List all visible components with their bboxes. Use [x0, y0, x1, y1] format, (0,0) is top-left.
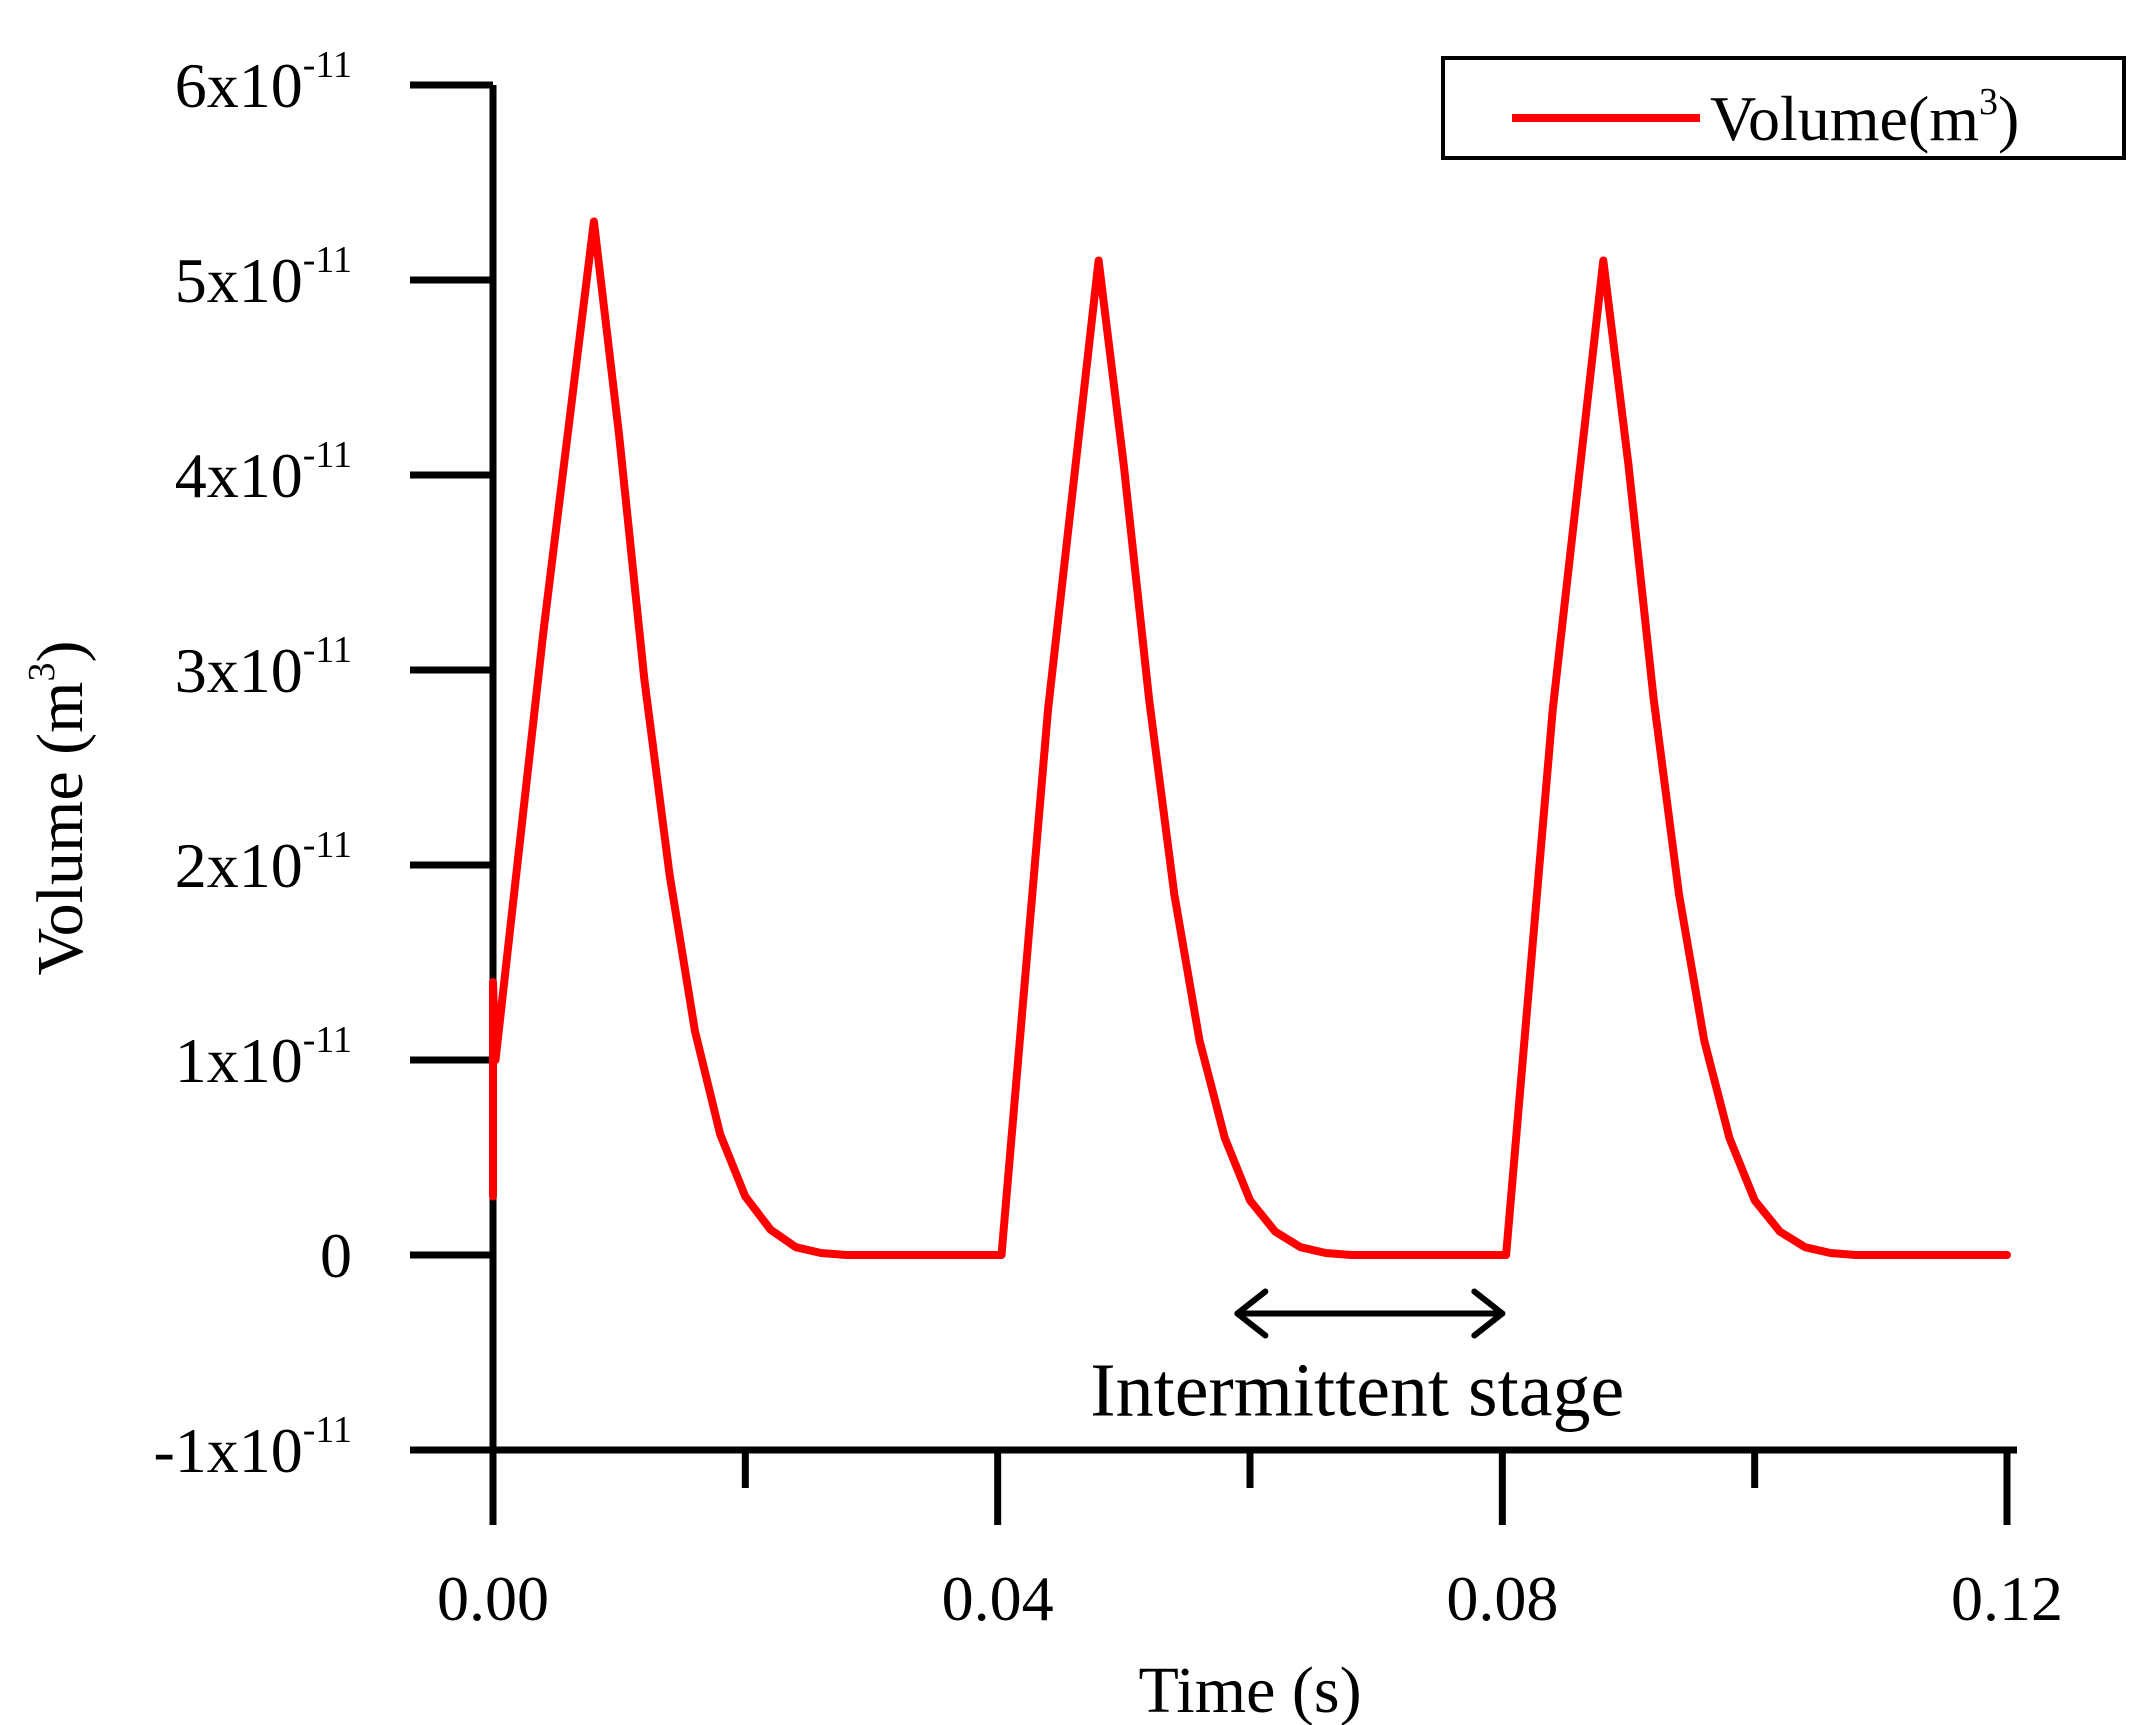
x-tick-label-0: 0.00 [437, 1563, 549, 1634]
y-tick-label-6: 5x10-11 [175, 239, 352, 316]
y-tick-label-2: 1x10-11 [175, 1019, 352, 1096]
legend-label-sup: 3 [1979, 81, 1998, 123]
arrow-head-right [1471, 1288, 1506, 1339]
y-tick-label-base-1: 0 [320, 1220, 352, 1291]
x-tick-label-3: 0.12 [1951, 1563, 2063, 1634]
y-tick-label-5: 4x10-11 [175, 434, 352, 511]
x-ticks [489, 1450, 2011, 1525]
series-line-volume [489, 217, 2011, 1259]
y-axis-title-base: Volume (m [24, 682, 97, 976]
x-axis-title: Time (s) [1138, 1654, 1361, 1725]
y-tick-label-exp-2: -11 [303, 1019, 352, 1061]
y-tick-label-base-4: 3x10 [175, 635, 303, 706]
x-tick-label-1: 0.04 [942, 1563, 1054, 1634]
y-tick-label-base-0: -1x10 [153, 1415, 302, 1486]
y-tick-label-exp-5: -11 [303, 434, 352, 476]
y-tick-label-exp-7: -11 [303, 44, 352, 86]
y-tick-label-base-3: 2x10 [175, 830, 303, 901]
intermittent-stage-label: Intermittent stage [1090, 1349, 1624, 1433]
legend-label: Volume(m3) [1710, 81, 2019, 154]
y-axis-title-sup: 3 [21, 663, 63, 682]
y-tick-label-base-6: 5x10 [175, 245, 303, 316]
y-tick-label-exp-0: -11 [303, 1409, 352, 1451]
y-tick-label-exp-3: -11 [303, 824, 352, 866]
legend-label-close: ) [1998, 83, 2019, 154]
y-tick-label-base-7: 6x10 [175, 50, 303, 121]
legend-box [1441, 56, 2126, 160]
y-tick-labels: -1x10-1101x10-112x10-113x10-114x10-115x1… [153, 44, 352, 1486]
y-tick-label-4: 3x10-11 [175, 629, 352, 706]
y-tick-label-exp-4: -11 [303, 629, 352, 671]
legend: Volume(m3) [1441, 56, 2126, 160]
y-tick-label-3: 2x10-11 [175, 824, 352, 901]
x-tick-labels: 0.00 0.04 0.08 0.12 [437, 1563, 2063, 1634]
y-tick-label-7: 6x10-11 [175, 44, 352, 121]
y-tick-label-base-2: 1x10 [175, 1025, 303, 1096]
y-axis-title: Volume (m3) [21, 641, 97, 976]
intermittent-stage-arrow [1234, 1288, 1506, 1339]
arrow-head-left [1234, 1288, 1269, 1339]
y-tick-label-base-5: 4x10 [175, 440, 303, 511]
legend-label-base: Volume(m [1710, 83, 1979, 154]
y-tick-label-exp-6: -11 [303, 239, 352, 281]
y-tick-label-1: 0 [320, 1220, 352, 1291]
y-tick-label-0: -1x10-11 [153, 1409, 352, 1486]
y-ticks [410, 81, 493, 1454]
y-axis-title-close: ) [24, 641, 97, 663]
x-tick-label-2: 0.08 [1446, 1563, 1558, 1634]
